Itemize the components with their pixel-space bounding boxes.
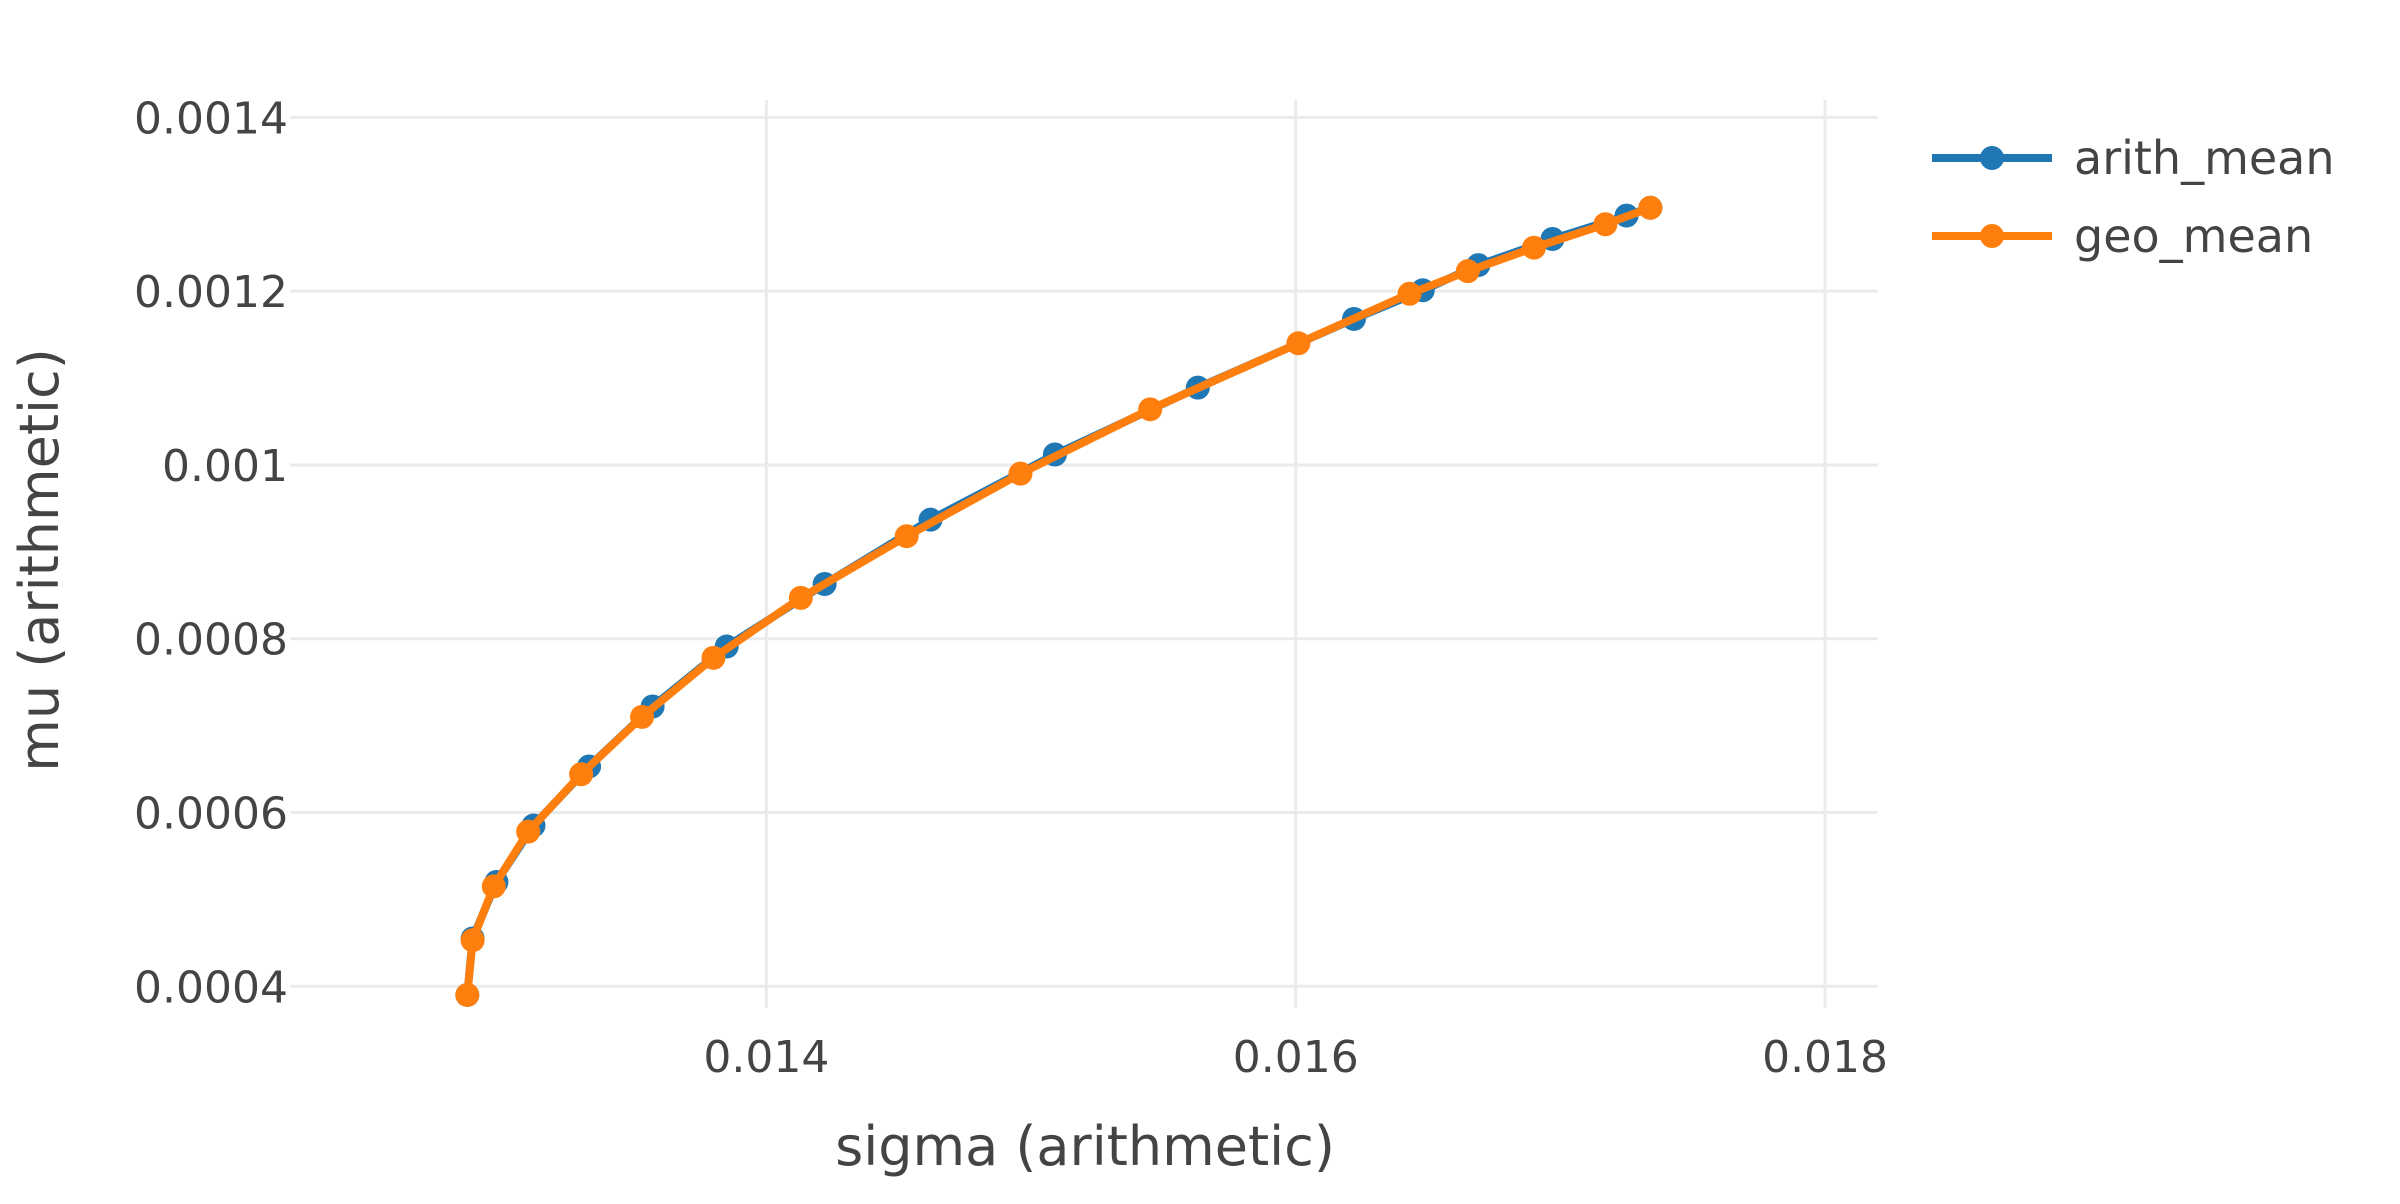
y-axis-title: mu (arithmetic) — [8, 348, 71, 772]
series-line-arith-mean — [463, 203, 1655, 999]
series-layer — [455, 195, 1663, 1007]
y-tick-label: 0.001 — [162, 441, 288, 492]
legend-item-geo-mean[interactable]: geo_mean — [1932, 209, 2313, 263]
series-geo-mean[interactable] — [455, 195, 1663, 1007]
y-tick-label: 0.0004 — [134, 962, 288, 1013]
data-point-geo-mean[interactable] — [1138, 397, 1163, 422]
data-point-geo-mean[interactable] — [701, 645, 726, 670]
data-point-geo-mean[interactable] — [630, 704, 655, 729]
data-point-geo-mean[interactable] — [516, 819, 541, 844]
series-arith-mean[interactable] — [455, 195, 1663, 1007]
x-axis-title: sigma (arithmetic) — [835, 1115, 1335, 1178]
data-point-geo-mean[interactable] — [788, 585, 813, 610]
data-point-geo-mean[interactable] — [1008, 461, 1033, 486]
data-point-geo-mean[interactable] — [1638, 195, 1663, 220]
data-point-geo-mean[interactable] — [481, 874, 506, 899]
y-tick-label: 0.0014 — [134, 93, 288, 144]
data-point-geo-mean[interactable] — [1286, 331, 1311, 356]
x-tick-label: 0.014 — [703, 1032, 829, 1083]
data-point-geo-mean[interactable] — [1397, 281, 1422, 306]
series-line-geo-mean — [463, 203, 1655, 999]
legend[interactable]: arith_mean geo_mean — [1932, 131, 2335, 263]
data-point-geo-mean[interactable] — [1593, 212, 1618, 237]
legend-label-geo-mean: geo_mean — [2074, 209, 2313, 263]
x-tick-label: 0.018 — [1762, 1032, 1888, 1083]
y-tick-label: 0.0012 — [134, 267, 288, 318]
tick-labels: 0.014 0.016 0.018 0.0004 0.0006 0.0008 0.001 0.… — [134, 93, 1888, 1083]
data-point-geo-mean[interactable] — [1455, 259, 1480, 284]
y-tick-label: 0.0008 — [134, 615, 288, 666]
legend-label-arith-mean: arith_mean — [2074, 131, 2335, 185]
legend-swatch-geo-mean-marker — [1980, 224, 2004, 248]
data-point-geo-mean[interactable] — [894, 524, 919, 549]
legend-swatch-arith-mean-marker — [1980, 146, 2004, 170]
legend-item-arith-mean[interactable]: arith_mean — [1932, 131, 2335, 185]
data-point-geo-mean[interactable] — [1521, 235, 1546, 260]
grid-layer — [290, 100, 1878, 1008]
data-point-geo-mean[interactable] — [460, 928, 485, 953]
y-tick-label: 0.0006 — [134, 788, 288, 839]
data-point-geo-mean[interactable] — [569, 762, 594, 787]
x-tick-label: 0.016 — [1233, 1032, 1359, 1083]
data-point-geo-mean[interactable] — [455, 982, 480, 1007]
